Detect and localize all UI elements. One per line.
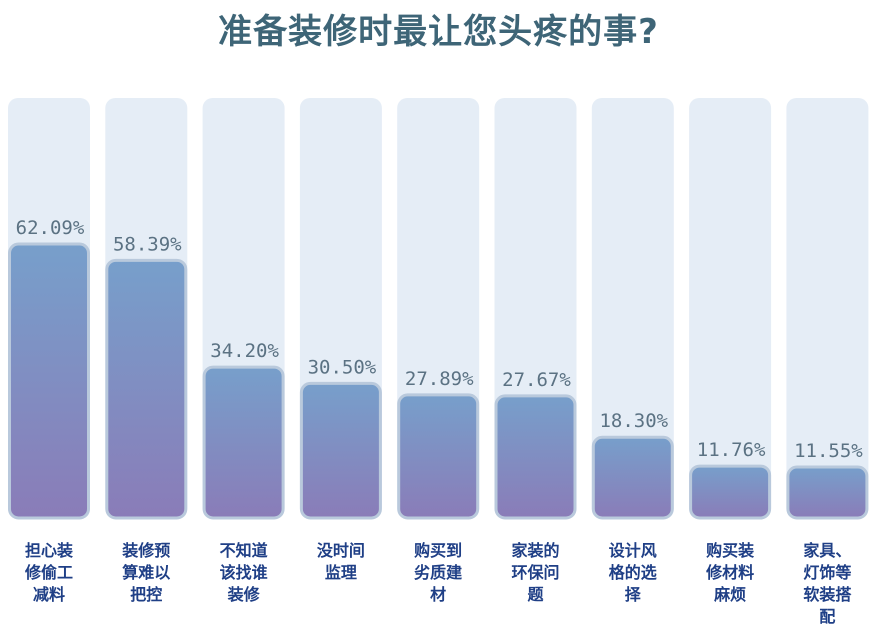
category-label-line: 材 <box>430 585 447 604</box>
category-label-line: 监理 <box>324 563 357 582</box>
value-label: 18.30% <box>599 410 668 432</box>
bars <box>8 242 869 520</box>
bar <box>202 365 285 520</box>
category-label-line: 软装搭 <box>803 585 852 604</box>
category-label-line: 家装的 <box>511 541 560 560</box>
category-label-line: 不知道 <box>219 541 268 560</box>
category-label-line: 装修 <box>227 585 260 604</box>
value-label: 58.39% <box>113 233 182 255</box>
category-label-line: 格的选 <box>608 563 657 582</box>
bar <box>397 393 480 520</box>
value-labels: 62.09% 58.39% 34.20% 30.50% 27.89% 27.67% 18.3… <box>16 217 864 462</box>
category-label-line: 把控 <box>130 585 163 604</box>
category-label: 担心装 修偷工 减料 <box>9 540 89 606</box>
value-label: 30.50% <box>308 356 377 378</box>
chart-title: 准备装修时最让您头疼的事? <box>218 12 659 52</box>
bar <box>689 464 772 520</box>
category-label-line: 环保问 <box>511 563 560 582</box>
category-label-line: 灯饰等 <box>803 563 852 582</box>
category-label-line: 算难以 <box>122 563 171 582</box>
category-label: 家具、灯饰等软装搭配 <box>787 540 867 628</box>
category-label-line: 担心装 <box>24 541 73 560</box>
bar <box>494 394 577 520</box>
bar-track <box>591 98 674 518</box>
category-label-line: 购买装 <box>706 541 755 560</box>
category-label-line: 没时间 <box>316 541 365 560</box>
value-label: 34.20% <box>210 340 279 362</box>
value-label: 62.09% <box>16 217 85 239</box>
category-label-line: 装修预 <box>122 541 171 560</box>
bar <box>591 435 674 520</box>
category-label: 家装的 环保问题 <box>496 540 576 606</box>
value-label: 27.67% <box>502 369 571 391</box>
value-label: 27.89% <box>405 368 474 390</box>
value-label: 11.76% <box>697 439 766 461</box>
category-label-line: 设计风 <box>608 541 657 560</box>
category-label: 设计风 格的选择 <box>593 540 673 606</box>
category-label: 没时间 监理 <box>301 540 381 584</box>
category-label: 购买到 劣质建材 <box>398 540 478 606</box>
category-label-line: 家具、 <box>803 541 852 560</box>
category-label-line: 配 <box>819 607 836 626</box>
category-label-line: 该找谁 <box>219 563 268 582</box>
category-label-line: 修材料 <box>706 563 755 582</box>
bar-track <box>689 98 772 518</box>
bar <box>299 381 382 520</box>
bar <box>786 465 869 520</box>
category-label-line: 择 <box>624 585 641 604</box>
bar-track <box>786 98 869 518</box>
value-label: 11.55% <box>794 440 863 462</box>
category-label-line: 减料 <box>32 585 65 604</box>
category-label-line: 劣质建 <box>414 563 463 582</box>
category-label-line: 题 <box>527 585 544 604</box>
category-label: 装修预 算难以 把控 <box>106 540 186 606</box>
category-label: 不知道 该找谁 装修 <box>204 540 284 606</box>
category-label-line: 购买到 <box>414 541 463 560</box>
bar <box>105 258 188 520</box>
bar <box>8 242 90 520</box>
category-label: 购买装 修材料 麻烦 <box>690 540 770 606</box>
category-label-line: 修偷工 <box>24 563 73 582</box>
category-label-line: 麻烦 <box>714 585 747 604</box>
